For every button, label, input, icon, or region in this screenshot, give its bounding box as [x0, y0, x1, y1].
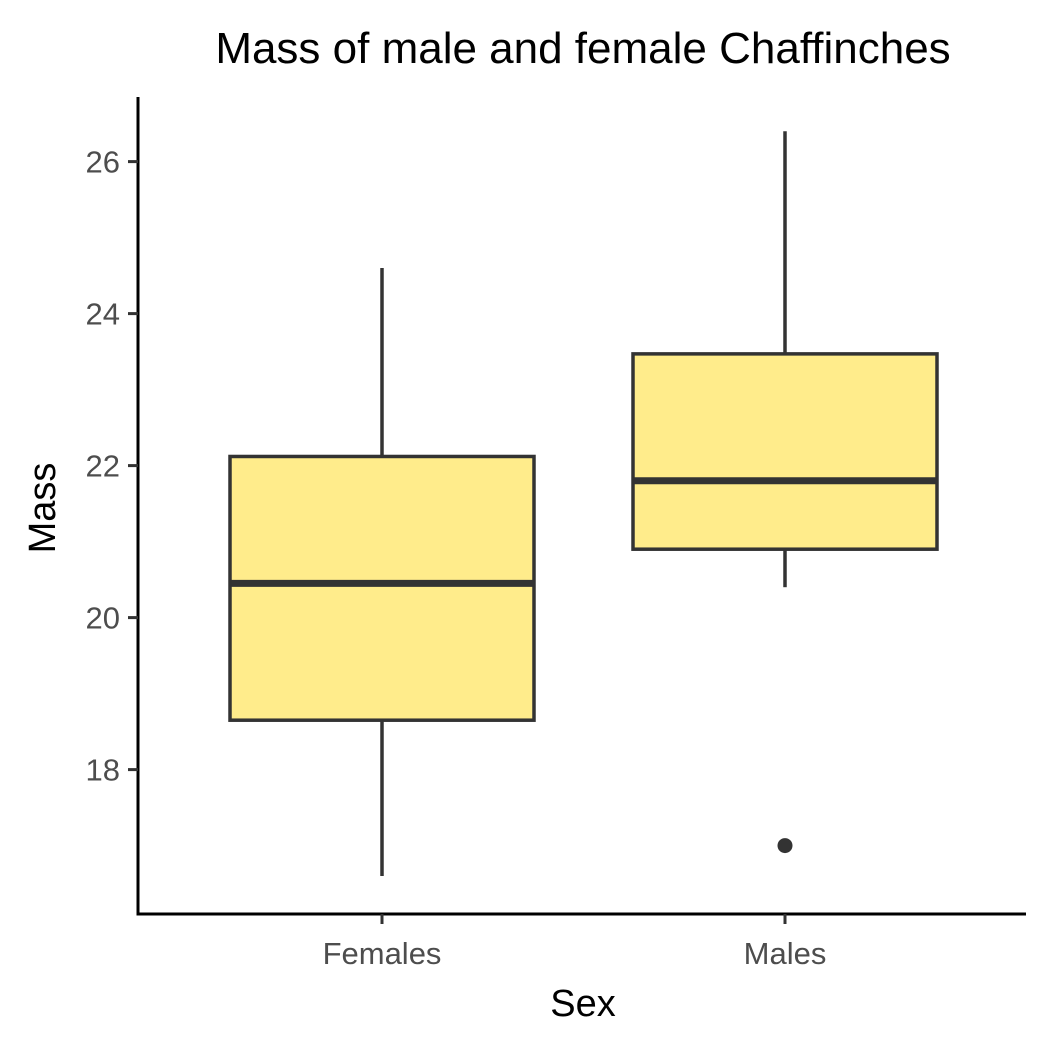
x-tick-label-males: Males [744, 936, 827, 971]
chart-title: Mass of male and female Chaffinches [215, 24, 950, 73]
x-tick-label-females: Females [323, 936, 442, 971]
outlier-point-males-0 [777, 838, 793, 854]
y-tick-label-26: 26 [86, 145, 120, 180]
boxes-layer [228, 131, 939, 876]
y-tick-label-20: 20 [86, 601, 120, 636]
y-tick-label-22: 22 [86, 449, 120, 484]
box-males [631, 352, 939, 551]
y-tick-label-24: 24 [86, 297, 120, 332]
y-axis-label: Mass [22, 463, 64, 554]
x-axis-label: Sex [550, 983, 615, 1025]
y-tick-label-18: 18 [86, 753, 120, 788]
axes-layer: 18 20 22 24 26 Females Males [86, 97, 1026, 971]
box-females [228, 454, 536, 722]
